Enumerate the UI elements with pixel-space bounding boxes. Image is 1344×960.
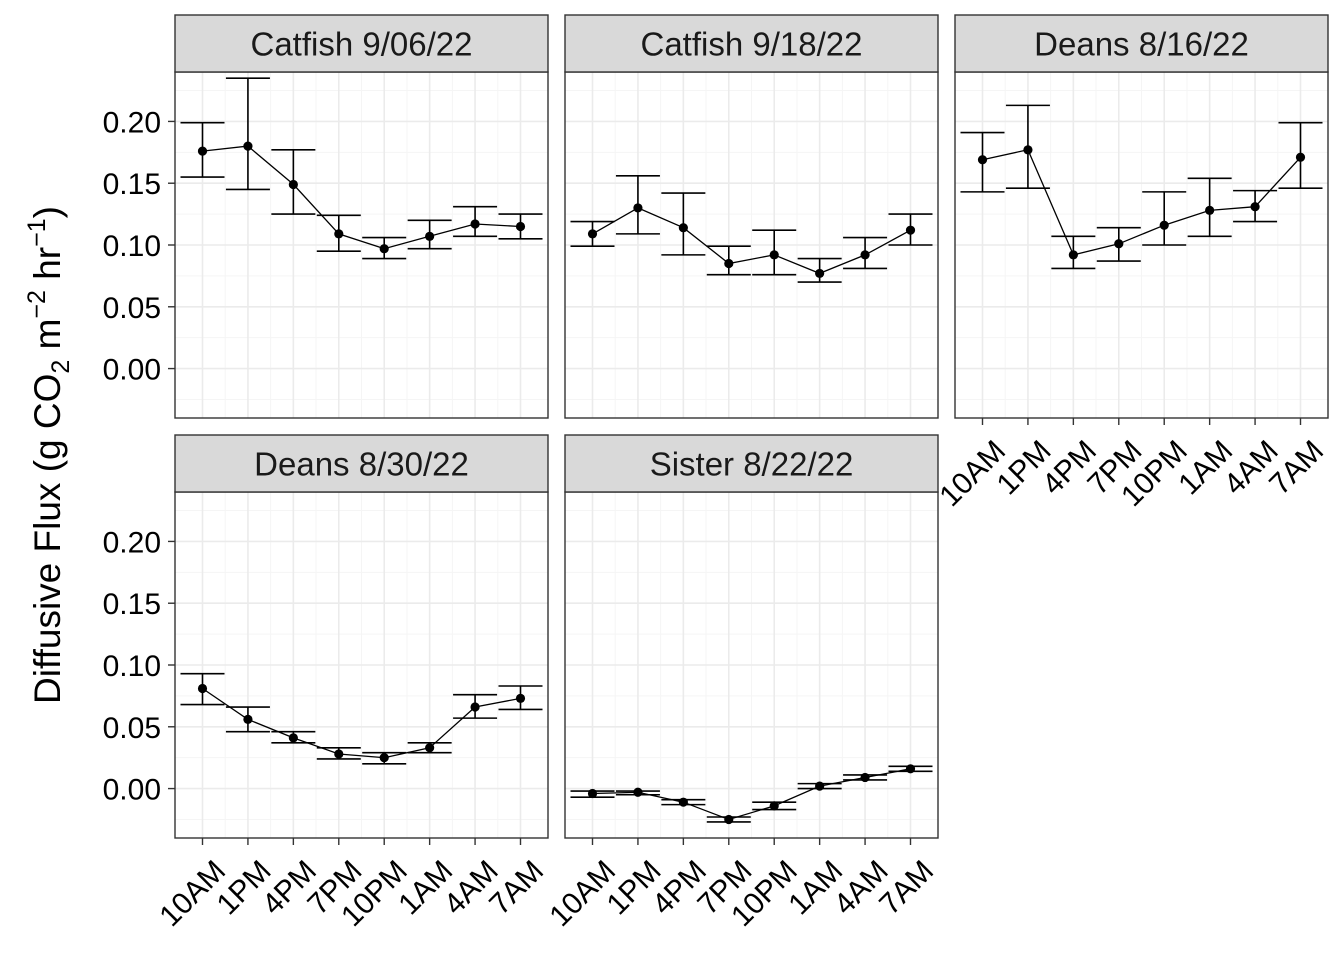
data-point — [769, 250, 779, 260]
facet-strip-label: Deans 8/30/22 — [254, 446, 469, 483]
data-point — [678, 797, 688, 807]
facet-strip — [564, 434, 939, 493]
data-point — [515, 221, 526, 232]
facet-strip — [564, 14, 939, 73]
data-point — [1250, 202, 1260, 212]
series-line — [202, 687, 521, 759]
data-point — [1159, 220, 1169, 230]
x-tick-label: 7AM — [873, 854, 940, 921]
facet-panel: Deans 8/30/220.000.050.100.150.2010AM1PM… — [103, 434, 550, 933]
data-point — [977, 155, 988, 165]
data-point — [1023, 145, 1033, 155]
data-point — [860, 772, 870, 783]
data-point — [1068, 250, 1078, 260]
error-bar — [1142, 191, 1187, 246]
data-point — [815, 268, 825, 279]
facet-strip-label: Deans 8/16/22 — [1034, 26, 1249, 63]
data-point — [288, 179, 298, 190]
data-point — [470, 219, 480, 229]
y-tick-label: 0.20 — [103, 106, 161, 139]
data-point — [425, 743, 435, 753]
data-point — [815, 781, 825, 791]
y-axis-title-subscript: 2 — [47, 360, 75, 374]
data-point — [470, 702, 480, 712]
data-point — [334, 229, 344, 239]
data-point — [197, 146, 208, 156]
data-point — [860, 250, 870, 260]
data-point — [425, 231, 435, 241]
facet-strip — [174, 434, 549, 493]
data-point — [633, 787, 643, 797]
y-tick-label: 0.00 — [103, 774, 161, 807]
y-tick-label: 0.15 — [103, 168, 161, 201]
y-tick-label: 0.10 — [103, 230, 161, 263]
data-point — [724, 258, 734, 269]
y-axis-title-unit-m: m — [27, 319, 68, 360]
facet-strip — [954, 14, 1329, 73]
y-tick-label: 0.00 — [103, 354, 161, 387]
data-point — [724, 814, 734, 825]
y-axis-title-superscript-2: −1 — [23, 218, 51, 247]
y-axis-title-main: Diffusive Flux (g CO — [27, 374, 68, 704]
data-point — [769, 801, 779, 811]
y-tick-label: 0.10 — [103, 650, 161, 683]
x-tick-label: 7AM — [483, 854, 550, 921]
y-tick-label: 0.05 — [103, 292, 161, 325]
y-tick-label: 0.15 — [103, 588, 161, 621]
data-point — [379, 753, 389, 763]
series-line — [982, 149, 1301, 256]
data-point — [197, 683, 208, 694]
data-point — [587, 229, 598, 239]
data-point — [587, 788, 598, 799]
data-point — [515, 693, 526, 703]
error-bar — [225, 77, 270, 191]
data-point — [288, 733, 298, 743]
data-point — [678, 223, 688, 233]
data-point — [243, 714, 253, 724]
facet-strip — [174, 14, 549, 73]
facet-panels: Catfish 9/06/220.000.050.100.150.20Catfi… — [103, 14, 1330, 933]
data-point — [1114, 239, 1124, 249]
y-axis-title: Diffusive Flux (g CO2 m−2 hr−1) — [23, 206, 75, 704]
y-tick-label: 0.05 — [103, 712, 161, 745]
data-point — [633, 203, 643, 213]
data-point — [1205, 205, 1215, 215]
series-line — [202, 145, 521, 250]
y-axis-title-unit-hr: hr — [27, 247, 68, 290]
data-point — [334, 749, 344, 759]
data-point — [1295, 152, 1306, 162]
y-axis-title-close: ) — [27, 206, 68, 218]
data-point — [905, 764, 916, 774]
y-axis-title-superscript-1: −2 — [23, 290, 51, 319]
series-line — [592, 207, 911, 275]
x-tick-label: 7AM — [1263, 434, 1330, 501]
data-point — [905, 225, 916, 235]
facet-strip-label: Sister 8/22/22 — [650, 446, 854, 483]
data-point — [243, 141, 253, 151]
data-point — [379, 244, 389, 254]
facet-panel: Catfish 9/06/22 0.00 0.05 0.10 0.15 0.20 — [103, 14, 549, 419]
y-tick-label: 0.20 — [103, 526, 161, 559]
facet-strip-label: Catfish 9/06/22 — [251, 26, 473, 63]
facet-panel: Catfish 9/18/22 — [564, 14, 939, 419]
facet-strip-label: Catfish 9/18/22 — [641, 26, 863, 63]
